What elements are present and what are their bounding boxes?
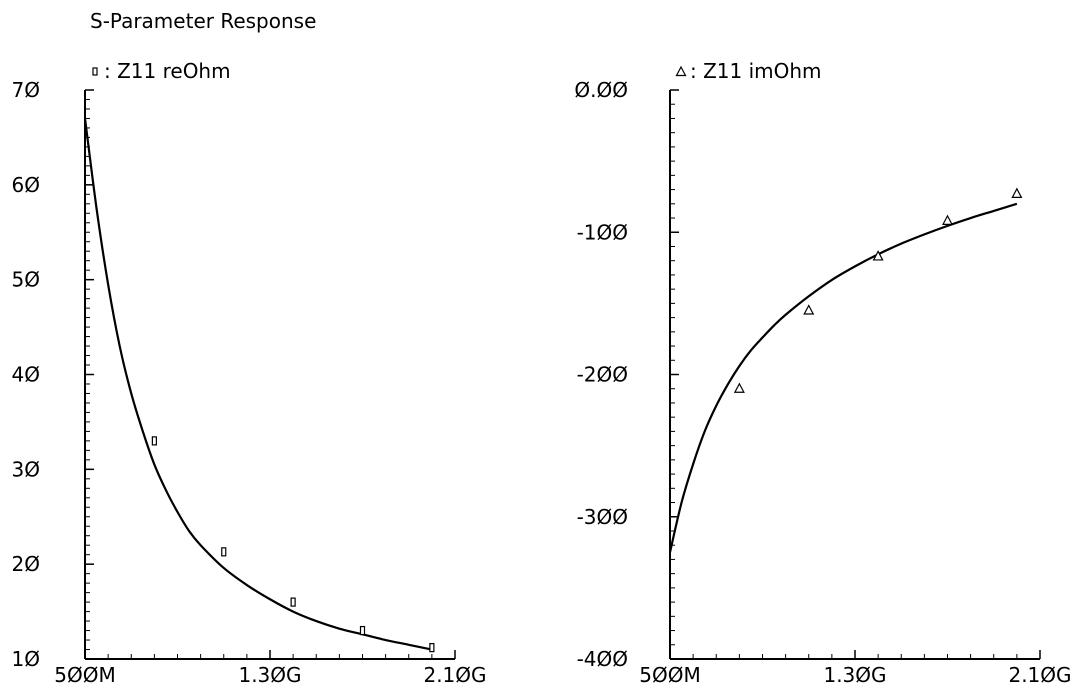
plot-z11-real: 7Ø 6Ø 5Ø 4Ø 3Ø 2Ø 1Ø 5ØØM 1.3ØG 2.1ØG : Z11 reOhm	[12, 59, 487, 687]
y-tick-label: 5Ø	[12, 268, 40, 292]
series-marker	[290, 597, 296, 607]
legend-marker	[675, 65, 687, 77]
chart-title: S-Parameter Response	[90, 9, 316, 33]
y-tick-label: 7Ø	[12, 78, 40, 102]
plot-z11-imaginary: Ø.ØØ -1ØØ -2ØØ -3ØØ -4ØØ 5ØØM 1.3ØG 2.1ØG : Z11 …	[574, 59, 1071, 687]
y-tick-label: 2Ø	[12, 552, 40, 576]
y-tick-label: 3Ø	[12, 457, 40, 481]
y-tick-label: -2ØØ	[577, 363, 628, 387]
x-tick-label: 2.1ØG	[423, 663, 486, 687]
legend-label: : Z11 reOhm	[104, 59, 231, 83]
series-line	[83, 118, 433, 651]
series-marker	[359, 625, 366, 636]
y-tick-label: -4ØØ	[577, 647, 628, 671]
x-tick-label: 1.3ØG	[238, 663, 301, 687]
series-marker	[733, 382, 745, 393]
legend-label: : Z11 imOhm	[690, 59, 822, 83]
series-marker	[151, 436, 157, 446]
y-tick-label: 6Ø	[12, 173, 40, 197]
series-marker	[803, 304, 815, 315]
series-marker	[221, 547, 227, 557]
legend-marker	[92, 67, 98, 76]
x-tick-label: 2.1ØG	[1008, 663, 1071, 687]
series-marker	[429, 643, 435, 653]
y-tick-label: 4Ø	[12, 363, 40, 387]
y-tick-label: Ø.ØØ	[574, 78, 628, 102]
y-tick-label: -3ØØ	[577, 505, 628, 529]
x-tick-label: 5ØØM	[639, 663, 700, 687]
series-line	[668, 202, 1018, 553]
y-tick-label: 1Ø	[12, 647, 40, 671]
x-tick-label: 5ØØM	[54, 663, 115, 687]
series-marker	[1011, 187, 1023, 198]
series-marker	[942, 214, 953, 225]
series-marker	[872, 250, 884, 261]
x-tick-label: 1.3ØG	[823, 663, 886, 687]
y-tick-label: -1ØØ	[577, 220, 628, 244]
